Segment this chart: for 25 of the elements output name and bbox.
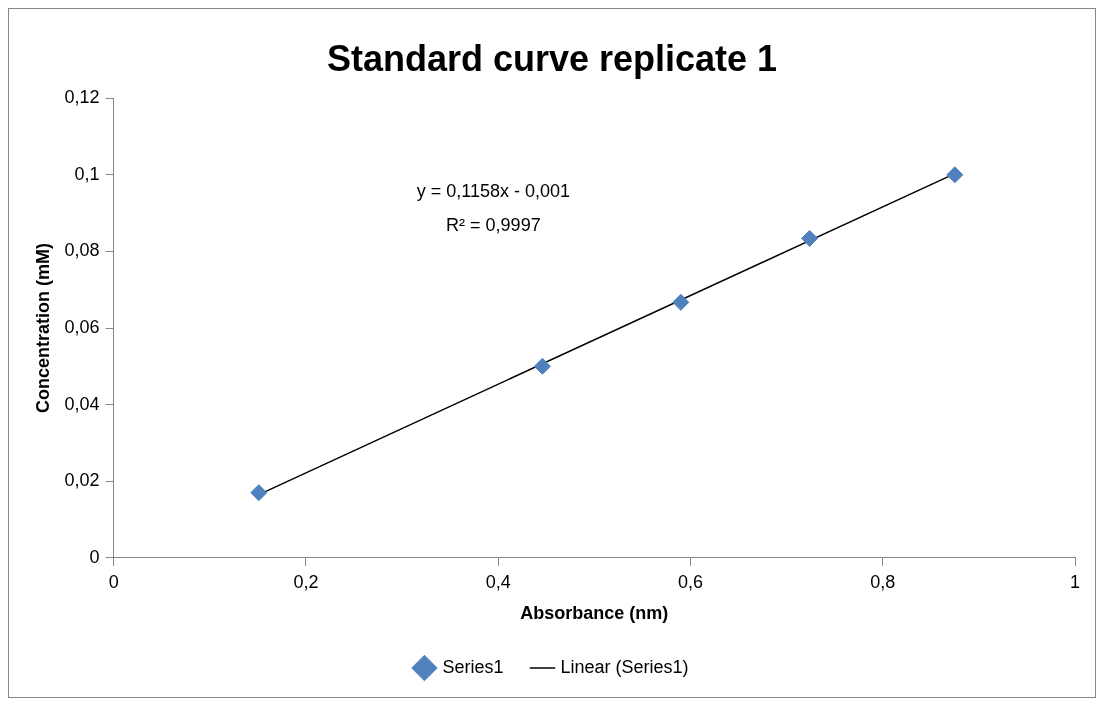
y-tick-label: 0,02 bbox=[64, 470, 100, 491]
y-tick-label: 0 bbox=[89, 546, 100, 567]
x-tick-label: 0,8 bbox=[870, 571, 896, 592]
chart-title: Standard curve replicate 1 bbox=[326, 37, 778, 79]
y-tick-label: 0,12 bbox=[64, 87, 100, 108]
x-tick-label: 0 bbox=[108, 571, 119, 592]
annotation: y = 0,1158x - 0,001 bbox=[416, 181, 571, 202]
y-tick-label: 0,04 bbox=[64, 393, 100, 414]
point bbox=[250, 484, 268, 502]
y-axis-title: Concentration (mM) bbox=[32, 243, 53, 413]
y-tick-label: 0,08 bbox=[64, 240, 100, 261]
point bbox=[946, 166, 964, 184]
point bbox=[672, 293, 690, 311]
y-tick-label: 0,1 bbox=[74, 163, 100, 184]
x-tick-label: 0,2 bbox=[293, 571, 319, 592]
annotation: R² = 0,9997 bbox=[446, 215, 541, 236]
point bbox=[533, 357, 551, 375]
point bbox=[801, 229, 819, 247]
y-tick-label: 0,06 bbox=[64, 316, 100, 337]
x-tick-label: 0,4 bbox=[485, 571, 511, 592]
x-tick-label: 1 bbox=[1069, 571, 1081, 592]
legend-label: Linear (Series1) bbox=[560, 656, 689, 677]
legend-label: Series1 bbox=[442, 656, 504, 677]
x-tick-label: 0,6 bbox=[677, 571, 703, 592]
x-axis-title: Absorbance (nm) bbox=[520, 603, 669, 624]
